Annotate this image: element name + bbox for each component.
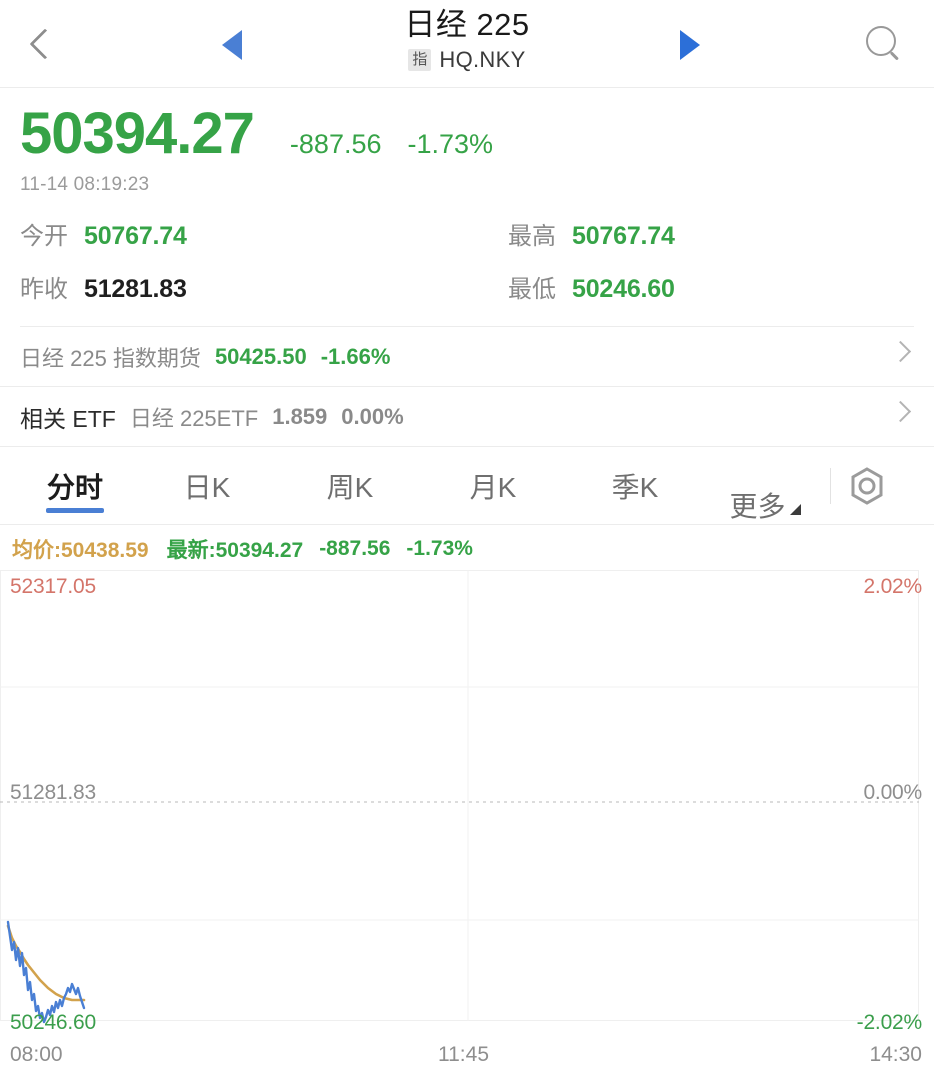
stat-prev-close: 昨收 51281.83 — [20, 269, 488, 304]
axis-mid-percent: 0.00% — [863, 781, 922, 804]
stat-high: 最高 50767.74 — [488, 216, 914, 251]
related-row-etf[interactable]: 相关 ETF 日经 225ETF 1.859 0.00% — [0, 387, 934, 447]
quote-stats-grid: 今开 50767.74 最高 50767.74 昨收 51281.83 最低 5… — [20, 216, 914, 304]
chevron-right-icon — [889, 340, 912, 363]
axis-bottom-price: 50246.60 — [10, 1011, 96, 1034]
last-price: 50394.27 — [20, 101, 255, 166]
avg-price-line — [6, 924, 86, 1002]
intraday-chart[interactable]: 52317.05 2.02% 51281.83 0.00% 50246.60 -… — [0, 570, 934, 1066]
chart-avg-price: 均价:50438.59 — [12, 539, 149, 562]
tab-daily-k[interactable]: 日K — [136, 447, 278, 525]
tab-more-label: 更多 — [729, 490, 786, 522]
chart-change: -887.56 — [319, 537, 391, 560]
tab-daily-k-label: 日K — [183, 471, 231, 503]
quote-summary: 50394.27 -887.56 -1.73% 11-14 08:19:23 今… — [0, 88, 934, 327]
search-button[interactable] — [866, 26, 902, 62]
chevron-down-icon — [789, 503, 801, 515]
section-divider — [20, 326, 914, 327]
symbol-code: HQ.NKY — [439, 47, 526, 72]
stat-value-prev-close: 51281.83 — [84, 275, 187, 303]
chart-canvas — [0, 570, 919, 1024]
related-etf-percent: 0.00% — [341, 403, 404, 429]
header-title-block: 日经 225 指 HQ.NKY — [0, 6, 934, 73]
axis-bottom-percent: -2.02% — [856, 1011, 923, 1034]
symbol-subtitle: 指 HQ.NKY — [408, 47, 525, 73]
axis-time-mid: 11:45 — [438, 1043, 489, 1066]
stat-label-low: 最低 — [508, 276, 556, 303]
related-futures-price: 50425.50 — [214, 343, 307, 369]
next-symbol-button[interactable] — [680, 30, 700, 60]
gear-hex-icon — [851, 466, 883, 505]
prev-symbol-button[interactable] — [222, 30, 242, 60]
stat-label-high: 最高 — [508, 223, 556, 250]
stat-value-low: 50246.60 — [572, 275, 675, 303]
stat-open: 今开 50767.74 — [20, 216, 488, 251]
axis-top-price: 52317.05 — [10, 575, 96, 598]
related-row-futures[interactable]: 日经 225 指数期货 50425.50 -1.66% — [0, 327, 934, 387]
chart-settings-button[interactable] — [837, 447, 897, 525]
tabs-divider — [830, 467, 831, 504]
quote-timestamp: 11-14 08:19:23 — [20, 174, 150, 195]
related-etf-label: 相关 ETF — [20, 405, 116, 432]
chart-info-line: 均价:50438.59 最新:50394.27 -887.56 -1.73% — [0, 525, 934, 570]
axis-mid-price: 51281.83 — [10, 781, 96, 804]
stat-value-open: 50767.74 — [84, 222, 187, 250]
price-change-percent: -1.73% — [407, 129, 494, 159]
stat-label-prev-close: 昨收 — [20, 276, 68, 303]
related-futures-percent: -1.66% — [320, 343, 391, 369]
tab-monthly-k-label: 月K — [469, 471, 517, 503]
stat-value-high: 50767.74 — [572, 222, 675, 250]
related-etf-name: 日经 225ETF — [129, 405, 259, 431]
chart-tabs: 分时 日K 周K 月K 季K 更多 — [0, 447, 934, 525]
chart-change-percent: -1.73% — [406, 537, 473, 560]
search-icon — [866, 26, 896, 56]
axis-top-percent: 2.02% — [863, 575, 922, 598]
index-type-badge: 指 — [408, 49, 432, 71]
chart-last-price: 最新:50394.27 — [166, 539, 304, 562]
related-futures-name: 日经 225 指数期货 — [20, 345, 201, 371]
tab-quarterly-k-label: 季K — [611, 471, 659, 503]
price-line — [6, 920, 86, 1024]
stat-low: 最低 50246.60 — [488, 269, 914, 304]
tab-weekly-k[interactable]: 周K — [278, 447, 422, 525]
price-row: 50394.27 -887.56 -1.73% — [20, 102, 914, 166]
tab-more[interactable]: 更多 — [706, 447, 824, 525]
page-title: 日经 225 — [404, 7, 530, 42]
related-etf-price: 1.859 — [272, 403, 328, 429]
search-icon-handle — [890, 51, 899, 61]
tab-intraday[interactable]: 分时 — [14, 447, 136, 525]
axis-time-start: 08:00 — [10, 1043, 63, 1066]
chart-frame — [0, 570, 919, 1021]
tab-weekly-k-label: 周K — [326, 471, 374, 503]
stat-label-open: 今开 — [20, 223, 68, 250]
axis-time-end: 14:30 — [869, 1043, 922, 1066]
app-header: 日经 225 指 HQ.NKY — [0, 0, 934, 88]
chevron-right-icon — [889, 400, 912, 423]
tab-monthly-k[interactable]: 月K — [422, 447, 564, 525]
price-change: -887.56 — [289, 129, 382, 159]
tab-intraday-label: 分时 — [46, 471, 103, 503]
tab-quarterly-k[interactable]: 季K — [564, 447, 706, 525]
